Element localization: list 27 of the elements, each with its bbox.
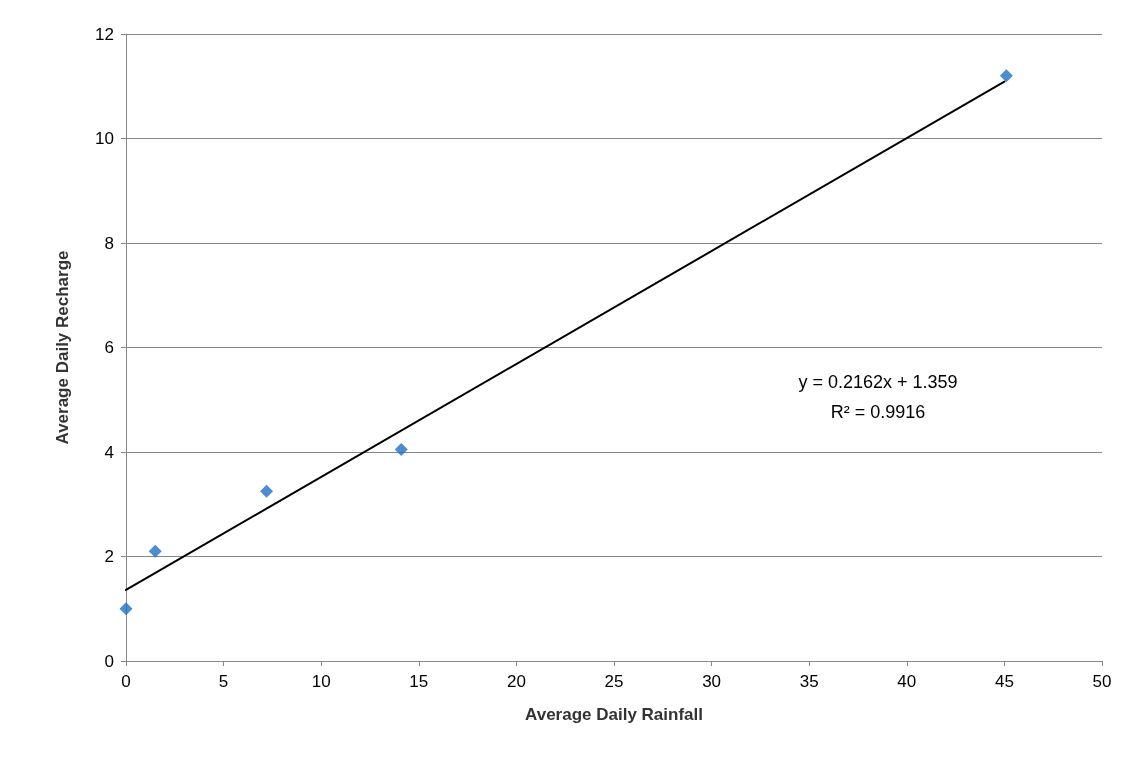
point — [999, 69, 1013, 83]
x-tick-label: 25 — [604, 672, 624, 691]
y-tick-label: 12 — [95, 24, 114, 44]
x-tick-label: 10 — [311, 672, 331, 691]
annotation: R² = 0.9916 — [830, 402, 926, 422]
x-tick-label: 45 — [994, 672, 1014, 691]
x-tick-label: 35 — [799, 672, 819, 691]
x-tick-label: 5 — [218, 672, 229, 691]
point — [394, 442, 408, 456]
x-tick-label: 15 — [409, 672, 429, 691]
y-tick-label: 8 — [104, 233, 114, 253]
x-tick-label: 30 — [702, 672, 722, 691]
x-tick-label: 20 — [506, 672, 526, 691]
x-axis-title: Average Daily Rainfall — [525, 705, 703, 724]
x-tick-label: 0 — [121, 672, 131, 691]
y-tick-label: 4 — [104, 442, 114, 462]
point — [260, 484, 274, 498]
y-tick-label: 6 — [104, 338, 114, 357]
point — [119, 602, 133, 616]
x-tick-label: 50 — [1092, 672, 1112, 691]
y-tick-label: 2 — [104, 547, 114, 566]
x-tick-label: 40 — [897, 672, 917, 691]
point — [148, 544, 162, 558]
y-tick-label: 10 — [95, 129, 114, 148]
annotation: y = 0.2162x + 1.359 — [798, 372, 958, 392]
y-tick-label: 0 — [104, 651, 114, 671]
y-axis-title: Average Daily Recharge — [53, 250, 72, 445]
